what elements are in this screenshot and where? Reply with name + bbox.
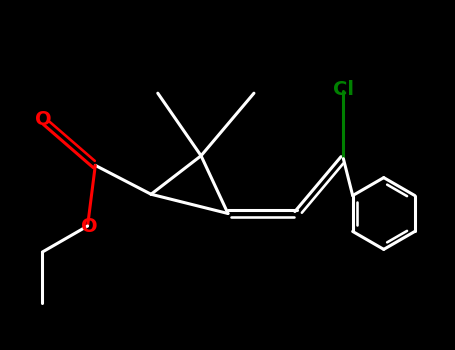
- Text: O: O: [35, 110, 51, 130]
- Text: O: O: [81, 217, 98, 236]
- Text: Cl: Cl: [333, 79, 354, 99]
